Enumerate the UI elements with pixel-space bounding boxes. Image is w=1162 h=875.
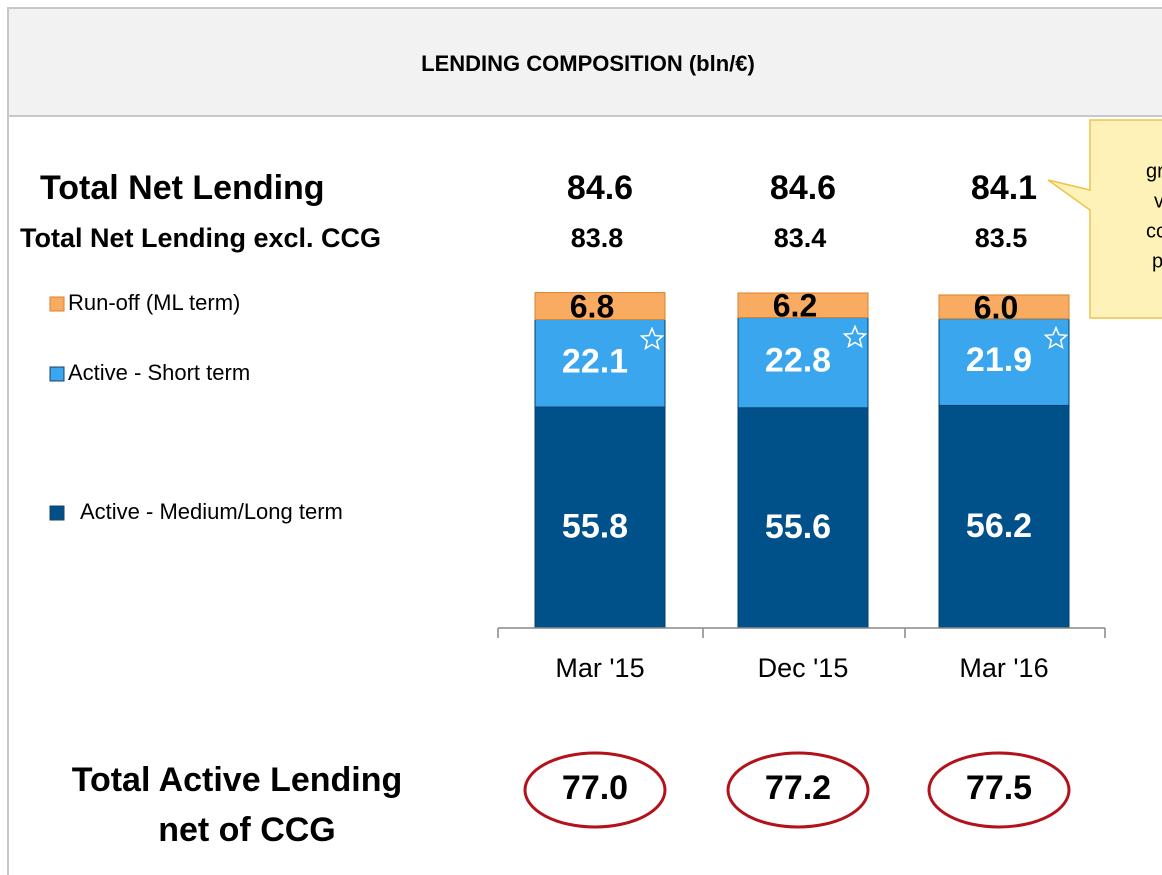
bar-segment <box>938 318 1070 406</box>
callout-text: gr <box>1146 160 1162 182</box>
star-icon <box>1043 325 1069 350</box>
bar-value-label: 21.9 <box>966 341 1032 379</box>
total-value: 84.6 <box>567 169 633 207</box>
callout-text: v <box>1154 190 1162 212</box>
highlight-ellipse <box>927 751 1071 829</box>
bar-value-label: 6.2 <box>773 288 817 324</box>
bar-value-label: 6.0 <box>974 289 1018 325</box>
bar-segment <box>534 406 666 629</box>
callout-text: co <box>1146 220 1162 242</box>
legend-label: Active - Short term <box>68 360 250 385</box>
legend-swatch <box>49 505 65 521</box>
total-label: Total Net Lending excl. CCG <box>20 223 381 253</box>
active-total-value: 77.0 <box>562 769 628 807</box>
header-band <box>7 7 1162 117</box>
bar-value-label: 56.2 <box>966 507 1032 545</box>
bar-value-label: 6.8 <box>570 289 614 325</box>
bar-segment <box>938 404 1070 629</box>
bar-segment <box>737 292 869 319</box>
legend-label: Active - Medium/Long term <box>80 499 343 524</box>
active-total-value: 77.2 <box>765 769 831 807</box>
total-value: 83.4 <box>774 223 827 253</box>
bar-value-label: 55.6 <box>765 508 831 546</box>
bar-value-label: 55.8 <box>562 508 628 546</box>
legend-swatch <box>49 296 65 312</box>
total-value: 83.8 <box>571 223 624 253</box>
callout-box <box>1047 119 1162 319</box>
total-value: 84.1 <box>971 169 1037 207</box>
legend-label: Run-off (ML term) <box>68 290 240 315</box>
chart-title: LENDING COMPOSITION (bln/€) <box>421 51 755 76</box>
active-total-value: 77.5 <box>966 769 1032 807</box>
legend-swatch <box>49 366 65 382</box>
x-tick-label: Mar '16 <box>959 653 1048 683</box>
total-value: 83.5 <box>975 223 1028 253</box>
bar-segment <box>534 319 666 408</box>
bar-value-label: 22.1 <box>562 342 628 380</box>
x-tick-label: Dec '15 <box>758 653 849 683</box>
x-tick-label: Mar '15 <box>555 653 644 683</box>
total-label: Total Net Lending <box>40 169 325 207</box>
highlight-ellipse <box>726 751 870 829</box>
star-icon <box>842 324 868 348</box>
total-value: 84.6 <box>770 169 836 207</box>
bar-segment <box>534 292 666 321</box>
highlight-ellipse <box>523 751 667 829</box>
star-icon <box>639 326 665 350</box>
active-total-label: Total Active Lending <box>72 761 403 799</box>
active-total-label: net of CCG <box>158 811 336 849</box>
bar-value-label: 22.8 <box>765 342 831 380</box>
callout-text: p <box>1152 250 1162 272</box>
bar-segment <box>938 294 1070 320</box>
bar-segment <box>737 317 869 409</box>
